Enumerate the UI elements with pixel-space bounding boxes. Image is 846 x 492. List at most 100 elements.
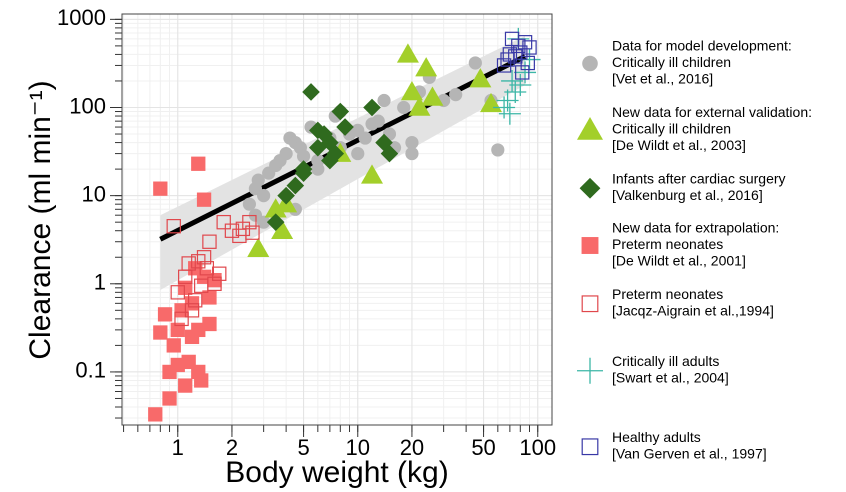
- point: [514, 61, 537, 84]
- point: [279, 146, 293, 161]
- point: [380, 144, 399, 163]
- legend-heading: New data for extrapolation:: [612, 220, 779, 236]
- point: [491, 143, 505, 157]
- point: [517, 35, 533, 50]
- legend-label: Critically ill children: [612, 121, 731, 137]
- point: [216, 214, 231, 230]
- legend-heading: New data for external validation:: [612, 104, 812, 120]
- point: [162, 391, 177, 406]
- legend-marker: [581, 237, 599, 254]
- point: [286, 176, 305, 195]
- point: [520, 55, 535, 71]
- point: [498, 102, 521, 125]
- legend-reference: [Jacqz-Aigrain et al.,1994]: [612, 303, 774, 319]
- point: [224, 223, 240, 238]
- point: [522, 40, 537, 55]
- point: [331, 102, 350, 121]
- point: [194, 373, 209, 388]
- legend-reference: [Valkenburg et al., 2016]: [612, 187, 763, 203]
- x-axis-label: Body weight (kg): [225, 456, 448, 489]
- x-tick-label: 100: [519, 435, 556, 460]
- point: [421, 86, 444, 106]
- y-tick-label: 100: [69, 93, 106, 118]
- point: [178, 280, 193, 295]
- point: [196, 192, 212, 207]
- point: [502, 47, 518, 62]
- point: [294, 164, 313, 182]
- point: [509, 73, 532, 96]
- x-tick-label: 50: [471, 435, 495, 460]
- x-tick-label: 10: [346, 435, 370, 460]
- point: [500, 52, 515, 67]
- point: [170, 285, 185, 300]
- point: [361, 164, 384, 184]
- legend-reference: [De Wildt et al., 2001]: [612, 253, 746, 269]
- point: [371, 114, 385, 128]
- point: [174, 311, 189, 327]
- point: [191, 322, 206, 338]
- point: [266, 213, 285, 231]
- point: [178, 378, 193, 393]
- point: [449, 88, 463, 102]
- x-tick-label: 5: [297, 435, 309, 460]
- point: [148, 407, 163, 422]
- point: [336, 118, 354, 136]
- point: [405, 135, 419, 150]
- point: [196, 250, 212, 265]
- point: [245, 225, 260, 240]
- point: [153, 325, 168, 340]
- point: [377, 93, 391, 108]
- point: [242, 197, 256, 211]
- point: [188, 293, 203, 308]
- legend-label: Critically ill adults: [612, 353, 719, 369]
- prediction-band: [160, 35, 526, 291]
- legend-entry: New data for extrapolation:Preterm neona…: [612, 220, 779, 269]
- legend-label: Infants after cardiac surgery: [612, 171, 786, 187]
- point: [408, 96, 431, 116]
- point: [202, 290, 217, 305]
- point: [257, 189, 271, 203]
- point: [496, 89, 519, 112]
- legend-label: Healthy adults: [612, 429, 701, 445]
- point: [242, 214, 257, 230]
- legend-label: Preterm neonates: [612, 236, 723, 252]
- point: [311, 162, 325, 176]
- point: [166, 338, 181, 353]
- point: [315, 125, 333, 143]
- legend-label: Preterm neonates: [612, 286, 723, 302]
- point: [496, 58, 512, 73]
- point: [199, 261, 215, 276]
- point: [405, 146, 419, 161]
- point: [302, 83, 320, 101]
- point: [271, 219, 294, 239]
- point: [251, 173, 265, 187]
- point: [396, 43, 419, 63]
- legend-entry: Critically ill adults[Swart et al., 2004…: [612, 353, 729, 386]
- y-axis-label: Clearance (ml min⁻¹): [24, 80, 57, 359]
- point: [469, 68, 492, 88]
- point: [415, 57, 438, 77]
- legend-marker: [579, 177, 601, 199]
- point: [157, 307, 173, 322]
- point: [309, 138, 327, 157]
- x-tick-label: 20: [400, 435, 424, 460]
- legend-reference: [Swart et al., 2004]: [612, 370, 729, 386]
- legend-entry: Healthy adults[Van Gerven et al., 1997]: [612, 429, 767, 462]
- point: [400, 80, 423, 101]
- point: [181, 256, 196, 271]
- point: [515, 65, 530, 80]
- legend-reference: [Vet et al., 2016]: [612, 71, 713, 87]
- point: [184, 303, 200, 318]
- legend-marker: [577, 357, 603, 384]
- legend-reference: [De Wildt et al., 2003]: [612, 137, 746, 153]
- point: [264, 198, 287, 218]
- point: [202, 316, 217, 332]
- point: [375, 133, 393, 152]
- y-tick-label: 1000: [57, 5, 106, 30]
- point: [351, 146, 365, 161]
- point: [247, 237, 270, 257]
- legend-entry: Preterm neonates[Jacqz-Aigrain et al.,19…: [612, 286, 774, 319]
- legend-marker: [581, 295, 599, 313]
- point: [194, 278, 209, 293]
